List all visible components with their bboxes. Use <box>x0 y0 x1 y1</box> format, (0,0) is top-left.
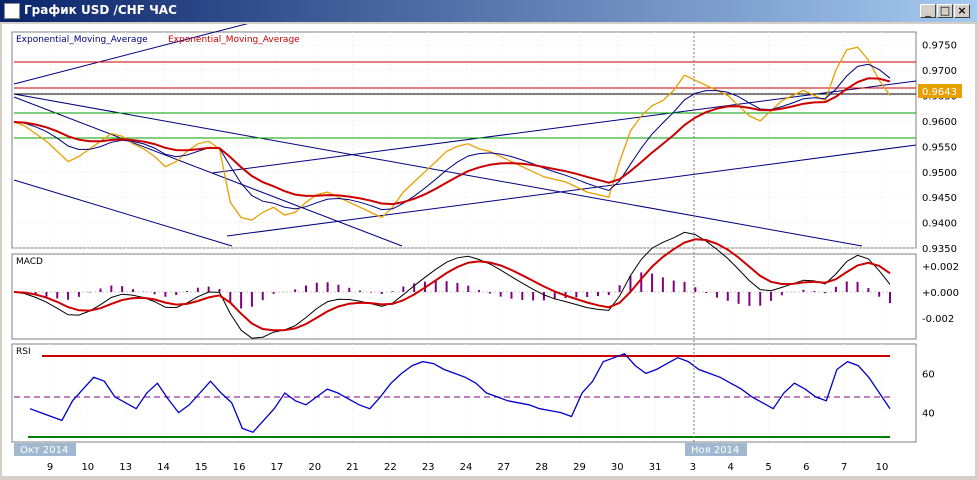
price-tick-label: 0.9750 <box>922 41 957 52</box>
current-price-box <box>918 84 962 98</box>
macd-signal-line <box>13 238 891 332</box>
x-tick-label: 3 <box>690 462 696 473</box>
x-tick-label: 31 <box>649 462 662 473</box>
x-tick-label: 7 <box>841 462 847 473</box>
title-bar[interactable]: График USD /CHF ЧАС _ □ × <box>0 0 977 22</box>
ema-legend-2: Exponential_Moving_Average <box>168 35 300 45</box>
x-tick-label: 28 <box>535 462 548 473</box>
rsi-series-line <box>29 353 891 433</box>
x-tick-label: 29 <box>573 462 586 473</box>
macd-tick-label: +0.002 <box>922 262 959 273</box>
price-tick-label: 0.9500 <box>922 168 957 179</box>
rsi-panel[interactable] <box>11 343 917 443</box>
x-tick-label: 17 <box>271 462 284 473</box>
chart-app-icon <box>4 3 20 19</box>
current-price-label: 0.9643 <box>922 87 957 98</box>
month-label-oct: Окт 2014 <box>20 445 68 456</box>
month-label-nov: Ноя 2014 <box>691 445 739 456</box>
x-tick-label: 10 <box>876 462 889 473</box>
macd-tick-label: -0.002 <box>922 314 954 325</box>
price-tick-label: 0.9550 <box>922 142 957 153</box>
trend-line-down-long[interactable] <box>13 93 863 247</box>
month-badge-nov <box>685 443 747 456</box>
price-series-line <box>13 46 891 221</box>
x-tick-label: 21 <box>346 462 359 473</box>
maximize-button[interactable]: □ <box>937 4 953 18</box>
minimize-button[interactable]: _ <box>920 4 936 18</box>
x-tick-label: 23 <box>422 462 435 473</box>
x-tick-label: 30 <box>611 462 624 473</box>
macd-line <box>13 231 891 339</box>
ema-legend-1: Exponential_Moving_Average <box>16 35 148 45</box>
rsi-label: RSI <box>16 347 31 357</box>
x-tick-label: 16 <box>233 462 246 473</box>
trend-line-down-2[interactable] <box>13 179 233 247</box>
macd-tick-label: +0.000 <box>922 288 959 299</box>
x-tick-label: 6 <box>803 462 809 473</box>
rsi-tick-label: 40 <box>922 409 935 420</box>
x-tick-label: 5 <box>765 462 771 473</box>
close-button[interactable]: × <box>954 4 970 18</box>
x-tick-label: 10 <box>81 462 94 473</box>
ema-fast-line <box>13 63 891 211</box>
macd-panel[interactable] <box>11 253 917 340</box>
window-title: График USD /CHF ЧАС <box>24 3 177 17</box>
rsi-tick-label: 60 <box>922 369 935 380</box>
x-tick-label: 15 <box>195 462 208 473</box>
price-tick-label: 0.9450 <box>922 193 957 204</box>
ema-slow-line <box>13 77 891 206</box>
x-tick-label: 9 <box>47 462 53 473</box>
x-tick-label: 20 <box>308 462 321 473</box>
price-tick-label: 0.9600 <box>922 117 957 128</box>
price-tick-label: 0.9700 <box>922 66 957 77</box>
x-tick-label: 13 <box>119 462 132 473</box>
x-tick-label: 22 <box>384 462 397 473</box>
price-tick-label: 0.9350 <box>922 244 957 255</box>
trend-line-up-2[interactable] <box>226 144 917 237</box>
x-tick-label: 27 <box>497 462 510 473</box>
trend-line-up-1[interactable] <box>211 80 917 174</box>
price-tick-label: 0.9400 <box>922 219 957 230</box>
month-badge-oct <box>14 443 76 456</box>
x-tick-label: 24 <box>460 462 473 473</box>
macd-label: MACD <box>16 257 43 267</box>
x-tick-label: 14 <box>157 462 170 473</box>
x-tick-label: 4 <box>728 462 734 473</box>
